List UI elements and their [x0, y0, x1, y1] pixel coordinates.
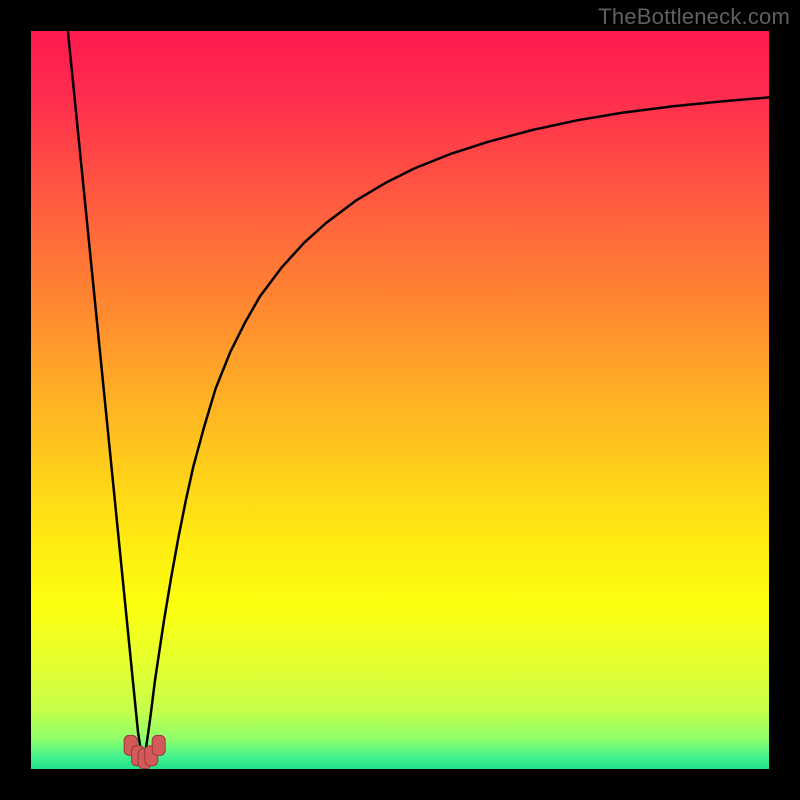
chart-frame: TheBottleneck.com — [0, 0, 800, 800]
gradient-background — [31, 31, 769, 769]
plot-area — [31, 31, 769, 769]
watermark-label: TheBottleneck.com — [598, 4, 790, 30]
plot-svg — [31, 31, 769, 769]
optimum-marker — [152, 735, 165, 755]
